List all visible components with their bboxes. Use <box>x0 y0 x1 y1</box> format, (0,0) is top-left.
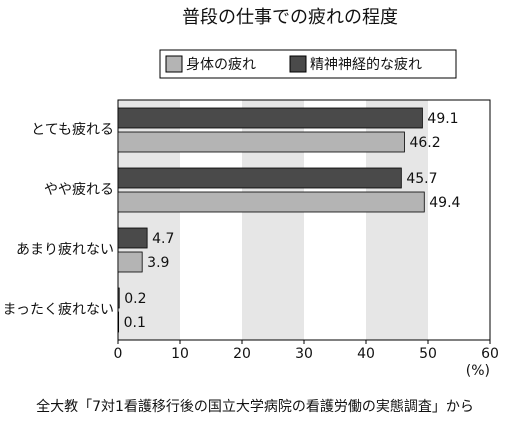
bar <box>117 287 120 309</box>
value-label: 46.2 <box>409 135 440 151</box>
legend-swatch <box>289 55 307 73</box>
bar <box>117 251 143 273</box>
legend-label: 精神神経的な疲れ <box>310 56 422 73</box>
value-label: 45.7 <box>406 171 437 187</box>
y-tick-label: とても疲れる <box>31 121 114 138</box>
x-tick-label: 30 <box>295 346 313 362</box>
x-tick-label: 50 <box>419 346 437 362</box>
value-label: 4.7 <box>152 231 174 247</box>
x-tick-label: 10 <box>171 346 189 362</box>
x-tick-label: 40 <box>357 346 375 362</box>
bar <box>117 311 120 333</box>
value-label: 0.2 <box>124 291 146 307</box>
chart-title: 普段の仕事での疲れの程度 <box>182 7 398 28</box>
legend <box>159 49 457 79</box>
value-label: 3.9 <box>147 255 169 271</box>
value-label: 0.1 <box>124 315 146 331</box>
legend-swatch <box>165 55 183 73</box>
bar <box>117 167 402 189</box>
bar <box>117 131 405 153</box>
value-label: 49.1 <box>427 111 458 127</box>
bar <box>117 191 425 213</box>
y-tick-label: あまり疲れない <box>16 241 114 258</box>
y-tick-label: やや疲れる <box>44 181 114 198</box>
bar <box>117 107 423 129</box>
x-tick-label: 60 <box>481 346 499 362</box>
source: 全大教「7対1看護移行後の国立大学病院の看護労働の実態調査」から <box>36 398 474 415</box>
x-tick-label: 0 <box>114 346 123 362</box>
y-tick-label: まったく疲れない <box>3 301 114 318</box>
bar <box>117 227 148 249</box>
legend-label: 身体の疲れ <box>186 56 256 73</box>
x-tick-label: 20 <box>233 346 251 362</box>
value-label: 49.4 <box>429 195 460 211</box>
x-unit: (%) <box>466 363 490 379</box>
